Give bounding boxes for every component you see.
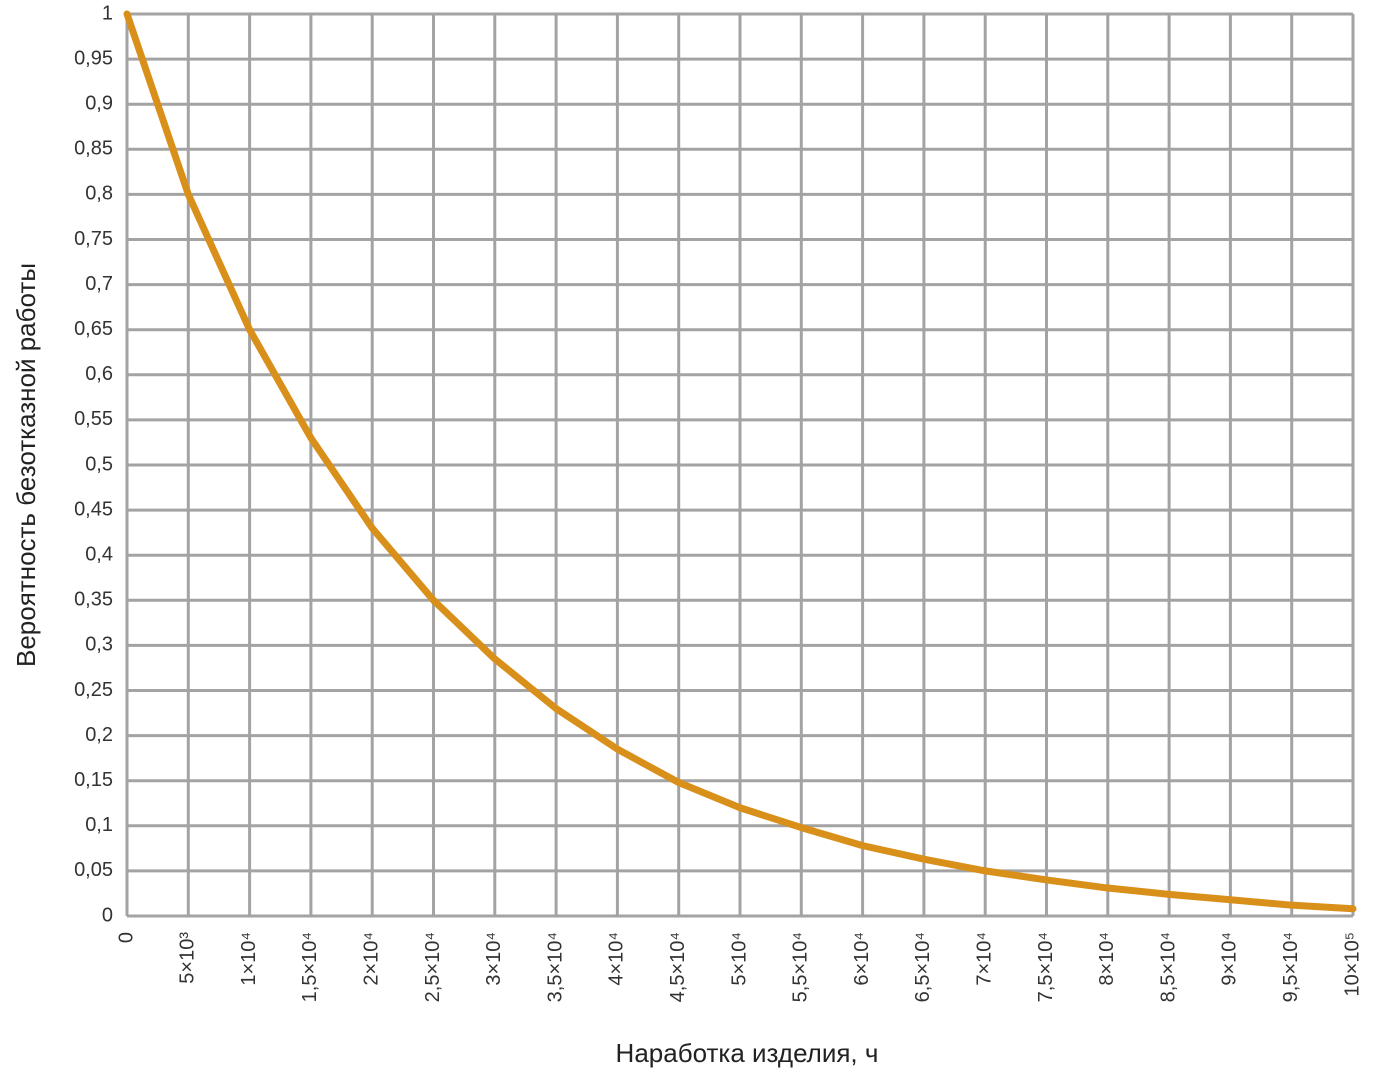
y-tick-label: 1	[102, 2, 113, 24]
y-tick-label: 0,65	[74, 318, 113, 340]
x-tick-label: 4×10⁴	[606, 932, 628, 986]
y-tick-label: 0,75	[74, 228, 113, 250]
y-tick-label: 0,1	[85, 814, 113, 836]
y-tick-label: 0,05	[74, 859, 113, 881]
y-tick-label: 0,85	[74, 138, 113, 160]
y-tick-label: 0,4	[85, 543, 113, 565]
y-tick-label: 0,25	[74, 679, 113, 701]
x-tick-label: 2×10⁴	[360, 932, 382, 986]
y-tick-label: 0,5	[85, 453, 113, 475]
y-tick-label: 0,95	[74, 47, 113, 69]
x-tick-label: 6,5×10⁴	[912, 932, 934, 1002]
x-tick-label: 10×10⁵	[1341, 932, 1363, 996]
x-tick-label: 7×10⁴	[973, 932, 995, 986]
x-tick-label: 5×10⁴	[728, 932, 750, 986]
x-tick-label: 7,5×10⁴	[1035, 932, 1057, 1002]
y-tick-label: 0,9	[85, 92, 113, 114]
x-tick-label: 2,5×10⁴	[422, 932, 444, 1002]
x-axis-title: Наработка изделия, ч	[616, 1038, 879, 1068]
x-tick-label: 8×10⁴	[1096, 932, 1118, 986]
x-tick-label: 3×10⁴	[483, 932, 505, 986]
x-tick-label: 8,5×10⁴	[1157, 932, 1179, 1002]
x-tick-label: 6×10⁴	[851, 932, 873, 986]
x-tick-label: 9×10⁴	[1219, 932, 1241, 986]
y-tick-label: 0,6	[85, 363, 113, 385]
x-tick-label: 5×10³	[177, 932, 199, 984]
x-tick-label: 9,5×10⁴	[1280, 932, 1302, 1002]
y-tick-label: 0,7	[85, 273, 113, 295]
y-tick-label: 0,45	[74, 498, 113, 520]
y-axis-title: Вероятность безотказной работы	[11, 263, 41, 667]
series-line	[123, 10, 1357, 913]
y-tick-label: 0,3	[85, 634, 113, 656]
x-tick-label: 4,5×10⁴	[667, 932, 689, 1002]
x-tick-label: 1,5×10⁴	[299, 932, 321, 1002]
y-tick-label: 0,8	[85, 183, 113, 205]
y-tick-label: 0,35	[74, 589, 113, 611]
y-tick-label: 0,55	[74, 408, 113, 430]
y-tick-label: 0,2	[85, 724, 113, 746]
x-tick-label: 5,5×10⁴	[790, 932, 812, 1002]
y-tick-label: 0,15	[74, 769, 113, 791]
x-tick-label: 0	[115, 932, 137, 943]
x-tick-label: 1×10⁴	[238, 932, 260, 986]
y-tick-label: 0	[102, 904, 113, 926]
x-tick-label: 3,5×10⁴	[544, 932, 566, 1002]
